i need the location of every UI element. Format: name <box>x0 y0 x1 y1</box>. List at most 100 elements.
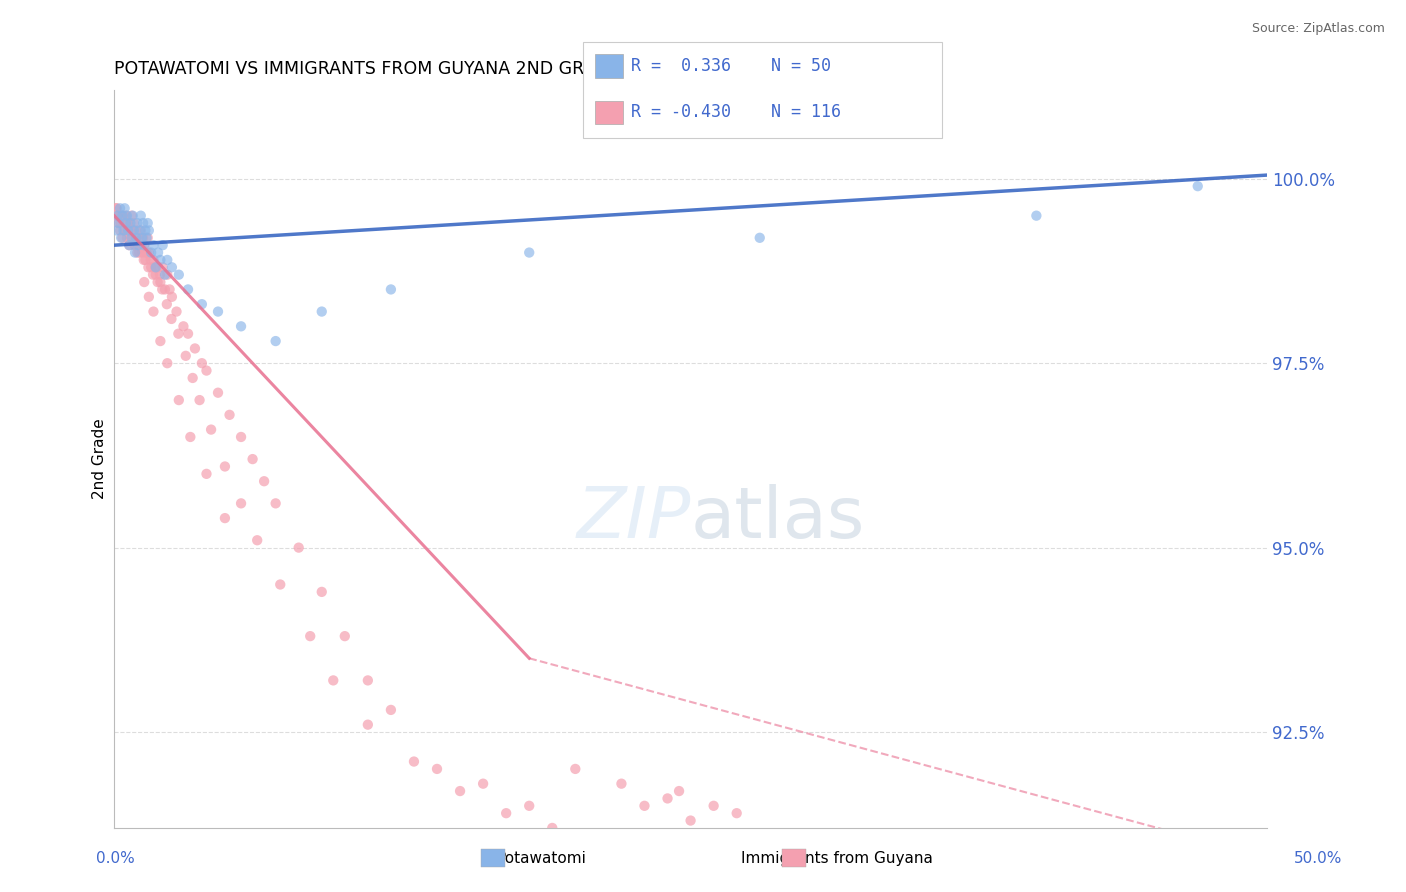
Point <box>117 223 139 237</box>
Point <box>118 231 141 245</box>
Point <box>127 238 149 252</box>
Point <box>152 238 174 252</box>
Point <box>105 223 128 237</box>
Point <box>679 814 702 828</box>
Point <box>269 577 291 591</box>
Point <box>725 806 748 821</box>
Point <box>138 260 160 275</box>
Point <box>311 585 333 599</box>
Point <box>229 319 252 334</box>
Point <box>156 252 179 267</box>
Point <box>131 238 153 252</box>
Point <box>112 223 135 237</box>
Point <box>129 223 152 237</box>
Point <box>517 798 540 813</box>
Point <box>380 282 402 296</box>
Point <box>122 223 145 237</box>
Point <box>125 223 148 237</box>
Point <box>108 202 131 216</box>
Point <box>287 541 309 555</box>
Point <box>120 223 142 237</box>
Point <box>111 231 134 245</box>
Text: 50.0%: 50.0% <box>1295 851 1343 865</box>
Point <box>146 245 169 260</box>
Point <box>195 467 218 481</box>
Point <box>112 209 135 223</box>
Text: POTAWATOMI VS IMMIGRANTS FROM GUYANA 2ND GRADE CORRELATION CHART: POTAWATOMI VS IMMIGRANTS FROM GUYANA 2ND… <box>114 60 814 78</box>
Point <box>110 216 132 230</box>
Point <box>128 223 150 237</box>
Point <box>142 252 165 267</box>
Point <box>138 245 160 260</box>
Point <box>114 223 136 237</box>
Text: Immigrants from Guyana: Immigrants from Guyana <box>741 851 932 865</box>
Point <box>124 245 146 260</box>
Point <box>188 393 211 408</box>
Point <box>253 474 276 488</box>
Point <box>127 245 149 260</box>
Text: Potawatomi: Potawatomi <box>496 851 586 865</box>
Point <box>127 231 149 245</box>
Point <box>184 342 207 356</box>
Point <box>129 209 152 223</box>
Point <box>107 216 129 230</box>
Point <box>114 209 136 223</box>
Point <box>108 223 131 237</box>
Point <box>333 629 356 643</box>
Point <box>108 209 131 223</box>
Point <box>167 326 190 341</box>
Point <box>149 275 172 289</box>
Point <box>141 245 163 260</box>
Point <box>214 459 236 474</box>
Point <box>125 231 148 245</box>
Point <box>156 356 179 370</box>
Point <box>117 216 139 230</box>
Point <box>214 511 236 525</box>
Point <box>146 275 169 289</box>
Point <box>174 349 197 363</box>
Point <box>1025 209 1047 223</box>
Point <box>128 238 150 252</box>
Point <box>132 252 155 267</box>
Point <box>114 223 136 237</box>
Point <box>564 762 586 776</box>
Point <box>150 282 173 296</box>
Point <box>134 252 156 267</box>
Point <box>449 784 471 798</box>
Point <box>191 297 214 311</box>
Point <box>139 252 162 267</box>
Point <box>138 223 160 237</box>
Point <box>131 245 153 260</box>
Point <box>120 216 142 230</box>
Point <box>207 304 229 318</box>
Point <box>159 282 181 296</box>
Point <box>115 231 138 245</box>
Point <box>124 238 146 252</box>
Point <box>135 245 157 260</box>
Point <box>128 245 150 260</box>
Text: R = -0.430    N = 116: R = -0.430 N = 116 <box>631 103 841 121</box>
Point <box>160 290 183 304</box>
Point <box>134 238 156 252</box>
Point <box>229 496 252 510</box>
Point <box>115 209 138 223</box>
Text: R =  0.336    N = 50: R = 0.336 N = 50 <box>631 57 831 75</box>
Point <box>264 496 287 510</box>
Point <box>167 268 190 282</box>
Point <box>114 216 136 230</box>
Point <box>218 408 240 422</box>
Point <box>104 209 127 223</box>
Point <box>167 393 190 408</box>
Point <box>156 297 179 311</box>
Point <box>134 275 156 289</box>
Point <box>136 216 159 230</box>
Point <box>107 209 129 223</box>
Point <box>105 202 128 216</box>
Point <box>105 202 128 216</box>
Y-axis label: 2nd Grade: 2nd Grade <box>93 418 107 500</box>
Text: atlas: atlas <box>690 483 865 553</box>
Point <box>207 385 229 400</box>
Text: ZIP: ZIP <box>576 483 690 553</box>
Point <box>149 334 172 348</box>
Point <box>121 231 143 245</box>
